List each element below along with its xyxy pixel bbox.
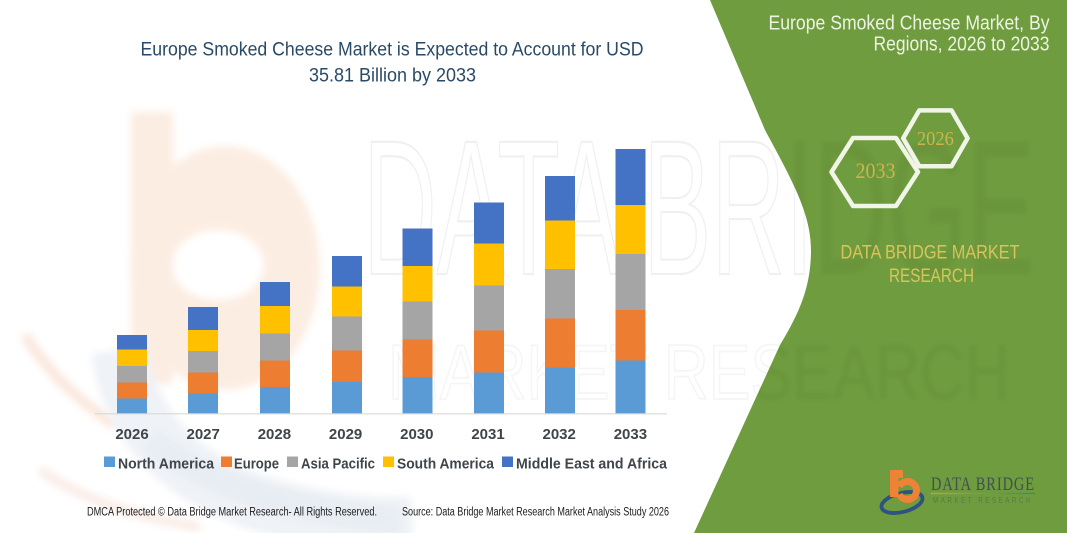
- svg-text:2033: 2033: [614, 426, 647, 443]
- svg-text:South America: South America: [397, 456, 495, 473]
- svg-text:2033: 2033: [856, 158, 896, 183]
- svg-text:Source: Data Bridge Market Res: Source: Data Bridge Market Research Mark…: [402, 507, 669, 519]
- svg-text:DMCA Protected © Data Bridge M: DMCA Protected © Data Bridge Market Rese…: [87, 507, 377, 519]
- svg-text:2029: 2029: [329, 426, 362, 443]
- svg-text:2026: 2026: [115, 426, 148, 443]
- svg-text:Europe Smoked Cheese Market is: Europe Smoked Cheese Market is Expected …: [141, 40, 644, 61]
- svg-text:2026: 2026: [917, 129, 954, 150]
- svg-text:Regions, 2026 to 2033: Regions, 2026 to 2033: [874, 34, 1050, 56]
- svg-text:2027: 2027: [187, 426, 220, 443]
- svg-text:DATA BRIDGE: DATA BRIDGE: [931, 474, 1035, 495]
- svg-text:MARKET RESEARCH: MARKET RESEARCH: [933, 496, 1033, 505]
- svg-text:RESEARCH: RESEARCH: [889, 266, 974, 287]
- svg-text:2031: 2031: [471, 426, 504, 443]
- svg-text:Middle East and Africa: Middle East and Africa: [516, 456, 668, 473]
- svg-text:Europe Smoked Cheese Market, B: Europe Smoked Cheese Market, By: [769, 13, 1050, 35]
- svg-text:2030: 2030: [400, 426, 433, 443]
- svg-text:North America: North America: [118, 456, 215, 473]
- svg-text:Asia Pacific: Asia Pacific: [301, 456, 375, 473]
- svg-text:Europe: Europe: [234, 456, 279, 473]
- svg-text:DATA BRIDGE MARKET: DATA BRIDGE MARKET: [841, 243, 1020, 264]
- svg-text:35.81 Billion by 2033: 35.81 Billion by 2033: [309, 66, 476, 87]
- svg-text:2032: 2032: [543, 426, 576, 443]
- svg-text:2028: 2028: [258, 426, 291, 443]
